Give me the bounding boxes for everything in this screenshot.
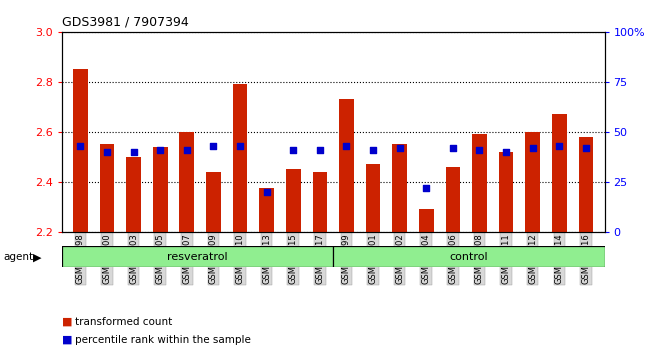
Point [474, 147, 485, 153]
Point [448, 145, 458, 151]
Bar [552, 114, 567, 232]
Point [155, 147, 165, 153]
Point [75, 143, 86, 149]
Point [129, 149, 139, 155]
Bar [99, 144, 114, 232]
Bar [286, 169, 300, 232]
Text: GDS3981 / 7907394: GDS3981 / 7907394 [62, 16, 188, 29]
Bar [333, 246, 604, 267]
Point [102, 149, 112, 155]
Text: ■: ■ [62, 335, 72, 345]
Point [368, 147, 378, 153]
Point [421, 185, 432, 191]
Bar [179, 132, 194, 232]
Text: transformed count: transformed count [75, 317, 172, 327]
Point [261, 189, 272, 195]
Point [501, 149, 512, 155]
Bar [499, 152, 514, 232]
Bar [578, 137, 593, 232]
Point [527, 145, 538, 151]
Point [235, 143, 245, 149]
Text: ▶: ▶ [32, 253, 41, 263]
Text: ■: ■ [62, 317, 72, 327]
Point [580, 145, 591, 151]
Point [341, 143, 352, 149]
Bar [472, 135, 487, 232]
Bar [525, 132, 540, 232]
Point [554, 143, 564, 149]
Point [315, 147, 325, 153]
Bar [445, 167, 460, 232]
Bar [233, 84, 247, 232]
Bar [126, 157, 141, 232]
Point [288, 147, 298, 153]
Point [181, 147, 192, 153]
Point [395, 145, 405, 151]
Bar [259, 188, 274, 232]
Bar [419, 209, 434, 232]
Bar [366, 164, 380, 232]
Text: agent: agent [3, 252, 33, 262]
Bar [73, 69, 88, 232]
Bar [339, 99, 354, 232]
Bar [206, 172, 221, 232]
Point [208, 143, 218, 149]
Bar [62, 246, 333, 267]
Text: resveratrol: resveratrol [167, 252, 228, 262]
Bar [313, 172, 327, 232]
Text: control: control [450, 252, 488, 262]
Bar [153, 147, 168, 232]
Text: percentile rank within the sample: percentile rank within the sample [75, 335, 251, 345]
Bar [393, 144, 407, 232]
